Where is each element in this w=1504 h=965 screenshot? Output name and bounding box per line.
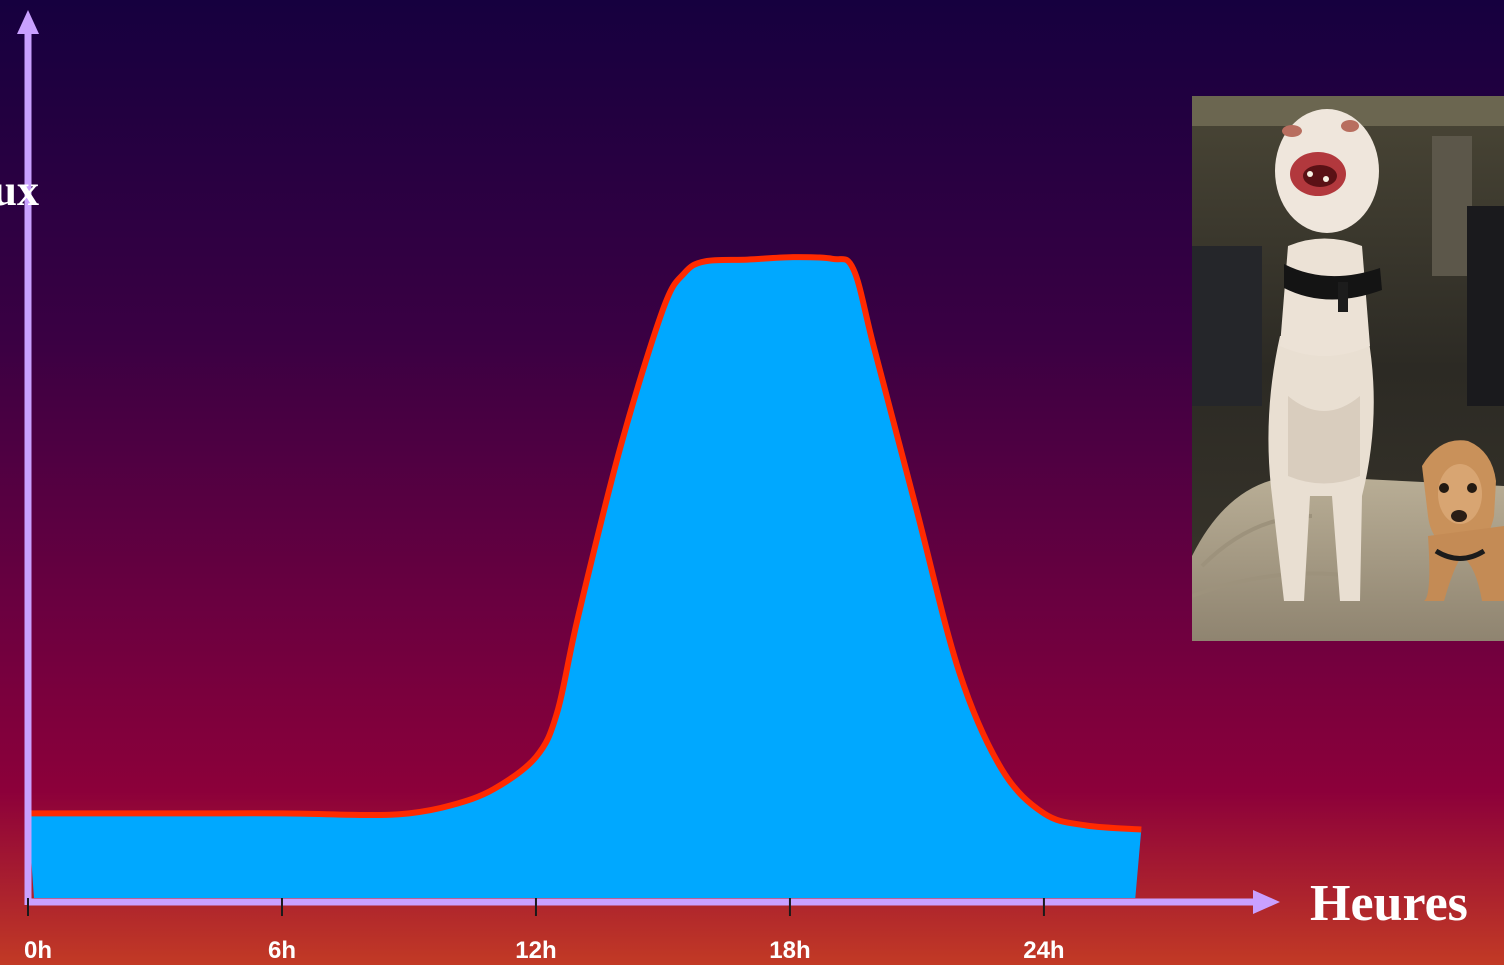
two-dogs-photo	[1192, 96, 1504, 641]
y-axis-arrowhead	[17, 10, 39, 34]
x-tick-label: 6h	[268, 937, 296, 964]
y-axis-title: ux	[0, 166, 39, 215]
data-curve	[27, 254, 1142, 833]
x-axis-arrowhead	[1253, 890, 1280, 914]
x-tick-label: 0h	[24, 937, 52, 964]
x-tick-label: 24h	[1023, 937, 1064, 964]
x-tick-label: 12h	[515, 937, 556, 964]
x-tick-label: 18h	[769, 937, 810, 964]
plot-area	[27, 254, 1142, 898]
x-axis-title: Heures	[1310, 875, 1468, 932]
area-fill	[28, 257, 1142, 898]
axes	[17, 10, 1280, 914]
x-ticks: 0h 6h 12h 18h 24h	[24, 898, 1065, 964]
